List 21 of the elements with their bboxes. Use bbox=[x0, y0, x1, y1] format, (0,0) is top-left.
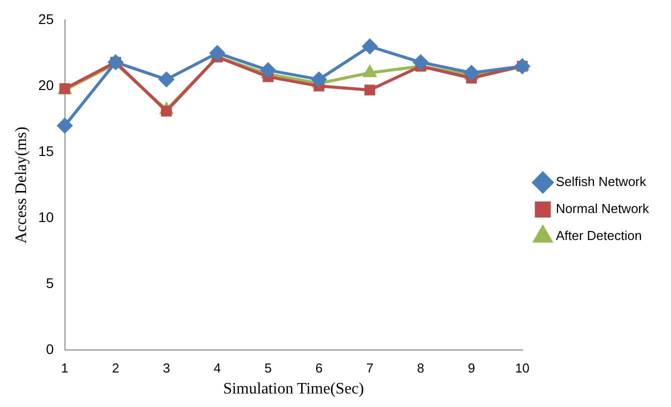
x-tick-label: 10 bbox=[515, 360, 530, 376]
y-tick-label: 5 bbox=[46, 275, 54, 292]
y-tick-label: 0 bbox=[46, 341, 54, 358]
x-tick-label: 1 bbox=[61, 360, 68, 376]
x-axis-title: Simulation Time(Sec) bbox=[223, 380, 364, 398]
x-tick-label: 2 bbox=[112, 360, 120, 376]
y-tick-label: 15 bbox=[38, 142, 54, 159]
legend-label: Selfish Network bbox=[556, 174, 647, 190]
x-tick-label: 8 bbox=[417, 360, 424, 376]
legend-label: After Detection bbox=[556, 228, 642, 244]
x-tick-label: 3 bbox=[162, 360, 170, 376]
y-tick-label: 25 bbox=[38, 10, 54, 27]
x-tick-label: 5 bbox=[264, 360, 272, 376]
legend-label: Normal Network bbox=[556, 201, 650, 216]
x-tick-label: 4 bbox=[214, 360, 221, 376]
x-tick-label: 6 bbox=[315, 360, 323, 376]
x-tick-label: 7 bbox=[366, 360, 374, 376]
x-tick-label: 9 bbox=[468, 360, 476, 376]
y-tick-label: 20 bbox=[38, 76, 54, 93]
y-axis-title: Access Delay(ms) bbox=[12, 126, 30, 244]
y-tick-label: 10 bbox=[38, 208, 54, 225]
